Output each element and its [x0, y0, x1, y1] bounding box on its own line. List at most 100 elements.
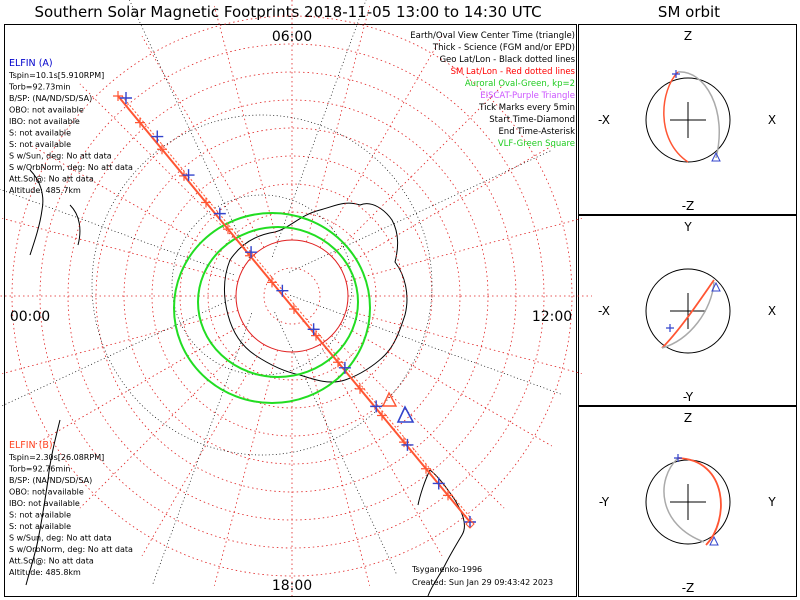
elfin-b-info-line: Torb=92.76min	[8, 465, 70, 474]
elfin-b-tick-mark	[443, 490, 453, 501]
elfin-a-tick-mark	[338, 361, 351, 374]
orbit-start-marker	[666, 324, 674, 332]
sm-latitude-circle	[11, 15, 573, 577]
orbit-axis-label-bottom: -Z	[682, 199, 695, 213]
legend-entry: Tick Marks every 5min	[478, 103, 575, 113]
orbit-axis-label-right: Y	[767, 495, 776, 509]
elfin-b-info-line: OBO: not available	[9, 488, 84, 497]
orbit-panel-frame-1	[578, 24, 797, 215]
orbit-axis-label-right: X	[768, 304, 776, 318]
elfin-b-tick-mark	[223, 224, 233, 235]
polar-plot-frame	[4, 24, 577, 597]
elfin-b-info-line: S w/Sun, deg: No att data	[9, 534, 112, 543]
sm-latitude-circle	[39, 43, 545, 549]
geo-longitude-line	[0, 188, 234, 276]
elfin-a-info-line: Altitude: 485.7km	[9, 186, 81, 195]
elfin-b-tick-mark	[421, 463, 431, 474]
elfin-b-tick-mark	[377, 410, 387, 421]
sm-latitude-circle	[263, 267, 321, 325]
clock-label-1200: 12:00	[532, 309, 572, 325]
sm-longitude-line	[31, 145, 244, 269]
elfin-a-tick-mark	[182, 169, 195, 182]
elfin-b-tick-mark	[289, 304, 299, 314]
orbit-axis-label-left: -X	[598, 113, 610, 127]
elfin-b-tick-mark	[157, 144, 167, 155]
auroral-oval-inner	[197, 226, 359, 378]
elfin-a-info-line: OBO: not available	[9, 106, 84, 115]
geo-longitude-line	[151, 313, 253, 586]
elfin-b-info-line: Tspin=2.30s[26.08RPM]	[8, 453, 104, 462]
orbit-axis-label-top: Z	[684, 29, 692, 43]
orbit-path-gray	[663, 457, 705, 543]
elfin-b-tick-mark	[355, 383, 365, 394]
orbit-start-marker	[674, 454, 682, 462]
orbit-panel-frame-2	[578, 215, 797, 406]
sm-longitude-line	[141, 35, 265, 248]
sm-latitude-circle	[179, 183, 405, 409]
geo-longitude-line	[289, 149, 553, 273]
earth-circle	[645, 268, 731, 354]
sm-longitude-line	[319, 344, 443, 557]
orbit-end-triangle	[711, 151, 721, 162]
geo-longitude-line	[0, 297, 235, 408]
elfin-a-info-line: Att.Sol@: No att data	[9, 175, 94, 184]
sm-latitude-circle	[235, 239, 349, 353]
orbit-axis-label-bottom: -Y	[683, 390, 694, 404]
elfin-b-info-line: B/SP: (NA/ND/SD/SA)	[9, 476, 92, 485]
elfin-a-tick-mark	[213, 207, 226, 220]
geo-longitude-line	[274, 312, 398, 576]
elfin-a-tick-mark	[432, 477, 445, 490]
orbit-path-red	[677, 457, 722, 546]
orbit-end-triangle	[711, 281, 721, 292]
elfin-a-tick-mark	[464, 516, 476, 528]
orbit-end-triangle	[709, 535, 719, 546]
elfin-b-info-line: S: not available	[9, 511, 71, 520]
sm-longitude-line	[331, 83, 505, 257]
orbit-axis-label-left: -Y	[599, 495, 610, 509]
elfin-b-info-line: Altitude: 485.8km	[9, 568, 81, 577]
start-time-diamond	[465, 519, 475, 529]
orbit-axis-label-left: -X	[598, 304, 610, 318]
elfin-a-info-line: S: not available	[9, 140, 71, 149]
elfin-b-tick-mark	[179, 170, 189, 181]
orbit-axis-label-top: Z	[684, 411, 692, 425]
orbit-path-red	[661, 279, 715, 349]
orbit-axis-label-top: Y	[683, 220, 692, 234]
sm-longitude-line	[345, 217, 582, 282]
sm-longitude-line	[2, 310, 239, 375]
sm-latitude-circle	[123, 127, 461, 465]
antarctica-coastline	[224, 202, 408, 383]
geo-longitude-line	[290, 294, 563, 396]
elfin-b-tick-mark	[113, 91, 123, 101]
elfin-a-info-line: S w/OrbNorm, deg: No att data	[9, 163, 133, 172]
elfin-a-tick-mark	[307, 323, 320, 336]
chart-title: Southern Solar Magnetic Footprints 2018-…	[34, 3, 542, 21]
elfin-a-tick-mark	[120, 92, 132, 104]
orbit-panel-frame-3	[578, 406, 797, 597]
elfin-b-tick-mark	[135, 117, 145, 128]
geo-longitude-line	[129, 0, 250, 258]
elfin-b-info-line: IBO: not available	[9, 499, 80, 508]
legend-entry: Thick - Science (FGM and/or EPD)	[432, 43, 575, 53]
sm-longitude-line	[141, 344, 265, 557]
elfin-a-info-line: S w/Sun, deg: No att data	[9, 152, 112, 161]
clock-label-0000: 00:00	[10, 309, 50, 325]
legend-entry: Geo Lat/Lon - Black dotted lines	[439, 55, 575, 65]
orbit-axis-label-bottom: -Z	[682, 581, 695, 595]
elfin-a-tick-mark	[245, 246, 258, 259]
orbit-axis-label-right: X	[768, 113, 776, 127]
elfin-a-tick-mark	[276, 284, 289, 297]
elfin-b-info-line: S: not available	[9, 522, 71, 531]
elfin-a-info-line: B/SP: (NA/ND/SD/SA)	[9, 94, 92, 103]
orbit-path-gray	[677, 71, 720, 159]
elfin-b-header: ELFIN (B)	[9, 440, 53, 451]
geo-longitude-line	[271, 0, 367, 257]
orbit-path-red	[663, 71, 689, 163]
sm-longitude-line	[340, 145, 553, 269]
elfin-b-tick-mark	[333, 357, 343, 368]
elfin-a-view-center-triangle	[396, 405, 415, 423]
auroral-oval-outer	[173, 212, 371, 404]
sm-longitude-line	[79, 335, 253, 509]
sm-longitude-line	[213, 349, 278, 586]
elfin-a-header: ELFIN (A)	[9, 58, 53, 69]
